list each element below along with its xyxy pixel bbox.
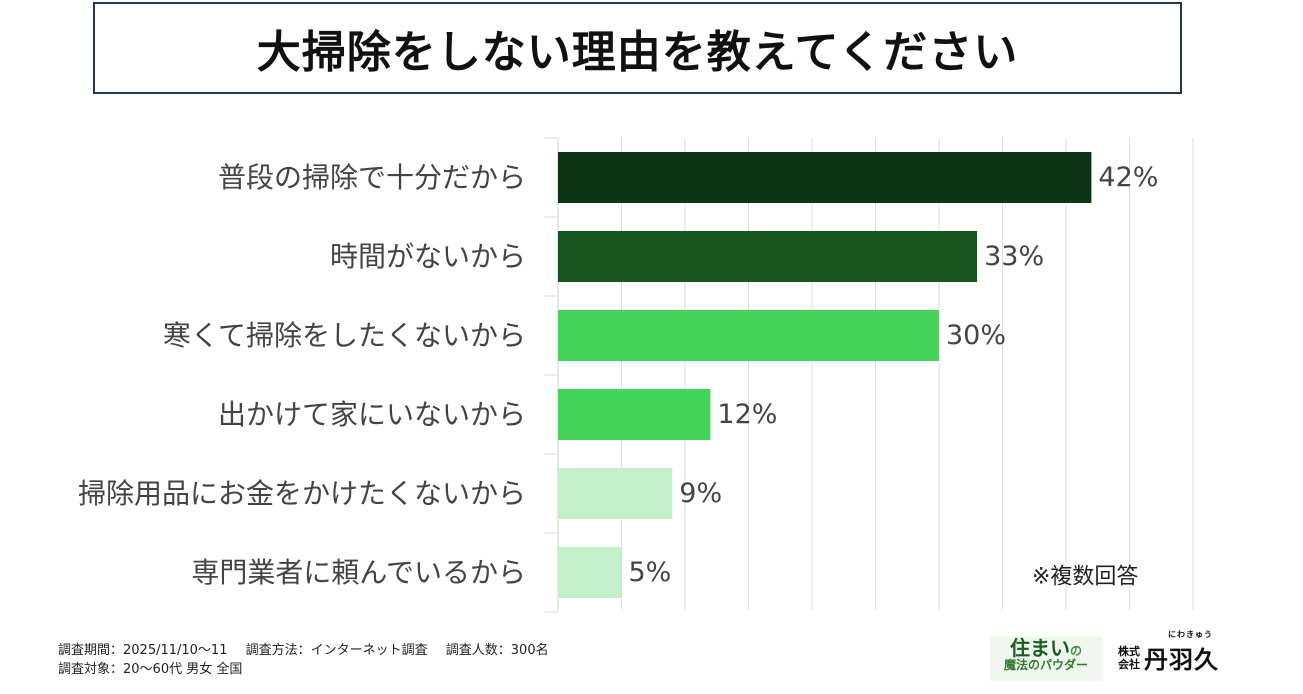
title-box: 大掃除をしない理由を教えてください [93,2,1182,94]
survey-method: 調査方法：インターネット調査 [245,643,428,658]
multiple-answer-note: ※複数回答 [1032,565,1138,590]
value-label: 9% [679,478,722,509]
category-label: 普段の掃除で十分だから [218,161,526,194]
survey-target: 調査対象：20〜60代 男女 全国 [58,662,243,677]
brand-logo: 住まいの 魔法のパウダー [990,637,1102,681]
survey-period: 調査期間：2025/11/10〜11 [58,643,228,658]
value-label: 42% [1098,162,1158,193]
bar [558,389,711,440]
bar [558,310,939,361]
company-ruby: にわきゅう [1168,630,1213,639]
chart-title: 大掃除をしない理由を教えてください [256,27,1019,78]
company-type: 株式会社 [1118,644,1140,671]
bar [558,231,978,282]
survey-footer: 調査期間：2025/11/10〜11 調査方法：インターネット調査 調査人数：3… [58,641,563,679]
value-label: 33% [984,241,1044,272]
bar [558,152,1092,203]
category-label: 寒くて掃除をしたくないから [163,319,526,352]
category-label: 専門業者に頼んでいるから [191,556,526,589]
company-name: 丹羽久 [1144,646,1219,674]
survey-respondents: 調査人数：300名 [445,643,549,658]
bar [558,547,622,598]
company-logo: 株式会社 丹羽久 にわきゅう [1118,630,1219,675]
value-label: 12% [717,399,777,430]
category-label: 掃除用品にお金をかけたくないから [78,477,526,510]
brand-logo-bottom: 魔法のパウダー [1003,658,1088,672]
brand-logo-no: の [1069,644,1082,658]
brand-logo-top: 住まい [1009,636,1070,660]
value-label: 30% [946,320,1006,351]
value-label: 5% [629,557,672,588]
category-label: 出かけて家にいないから [218,398,526,431]
category-label: 時間がないから [330,240,526,273]
bar [558,468,673,519]
